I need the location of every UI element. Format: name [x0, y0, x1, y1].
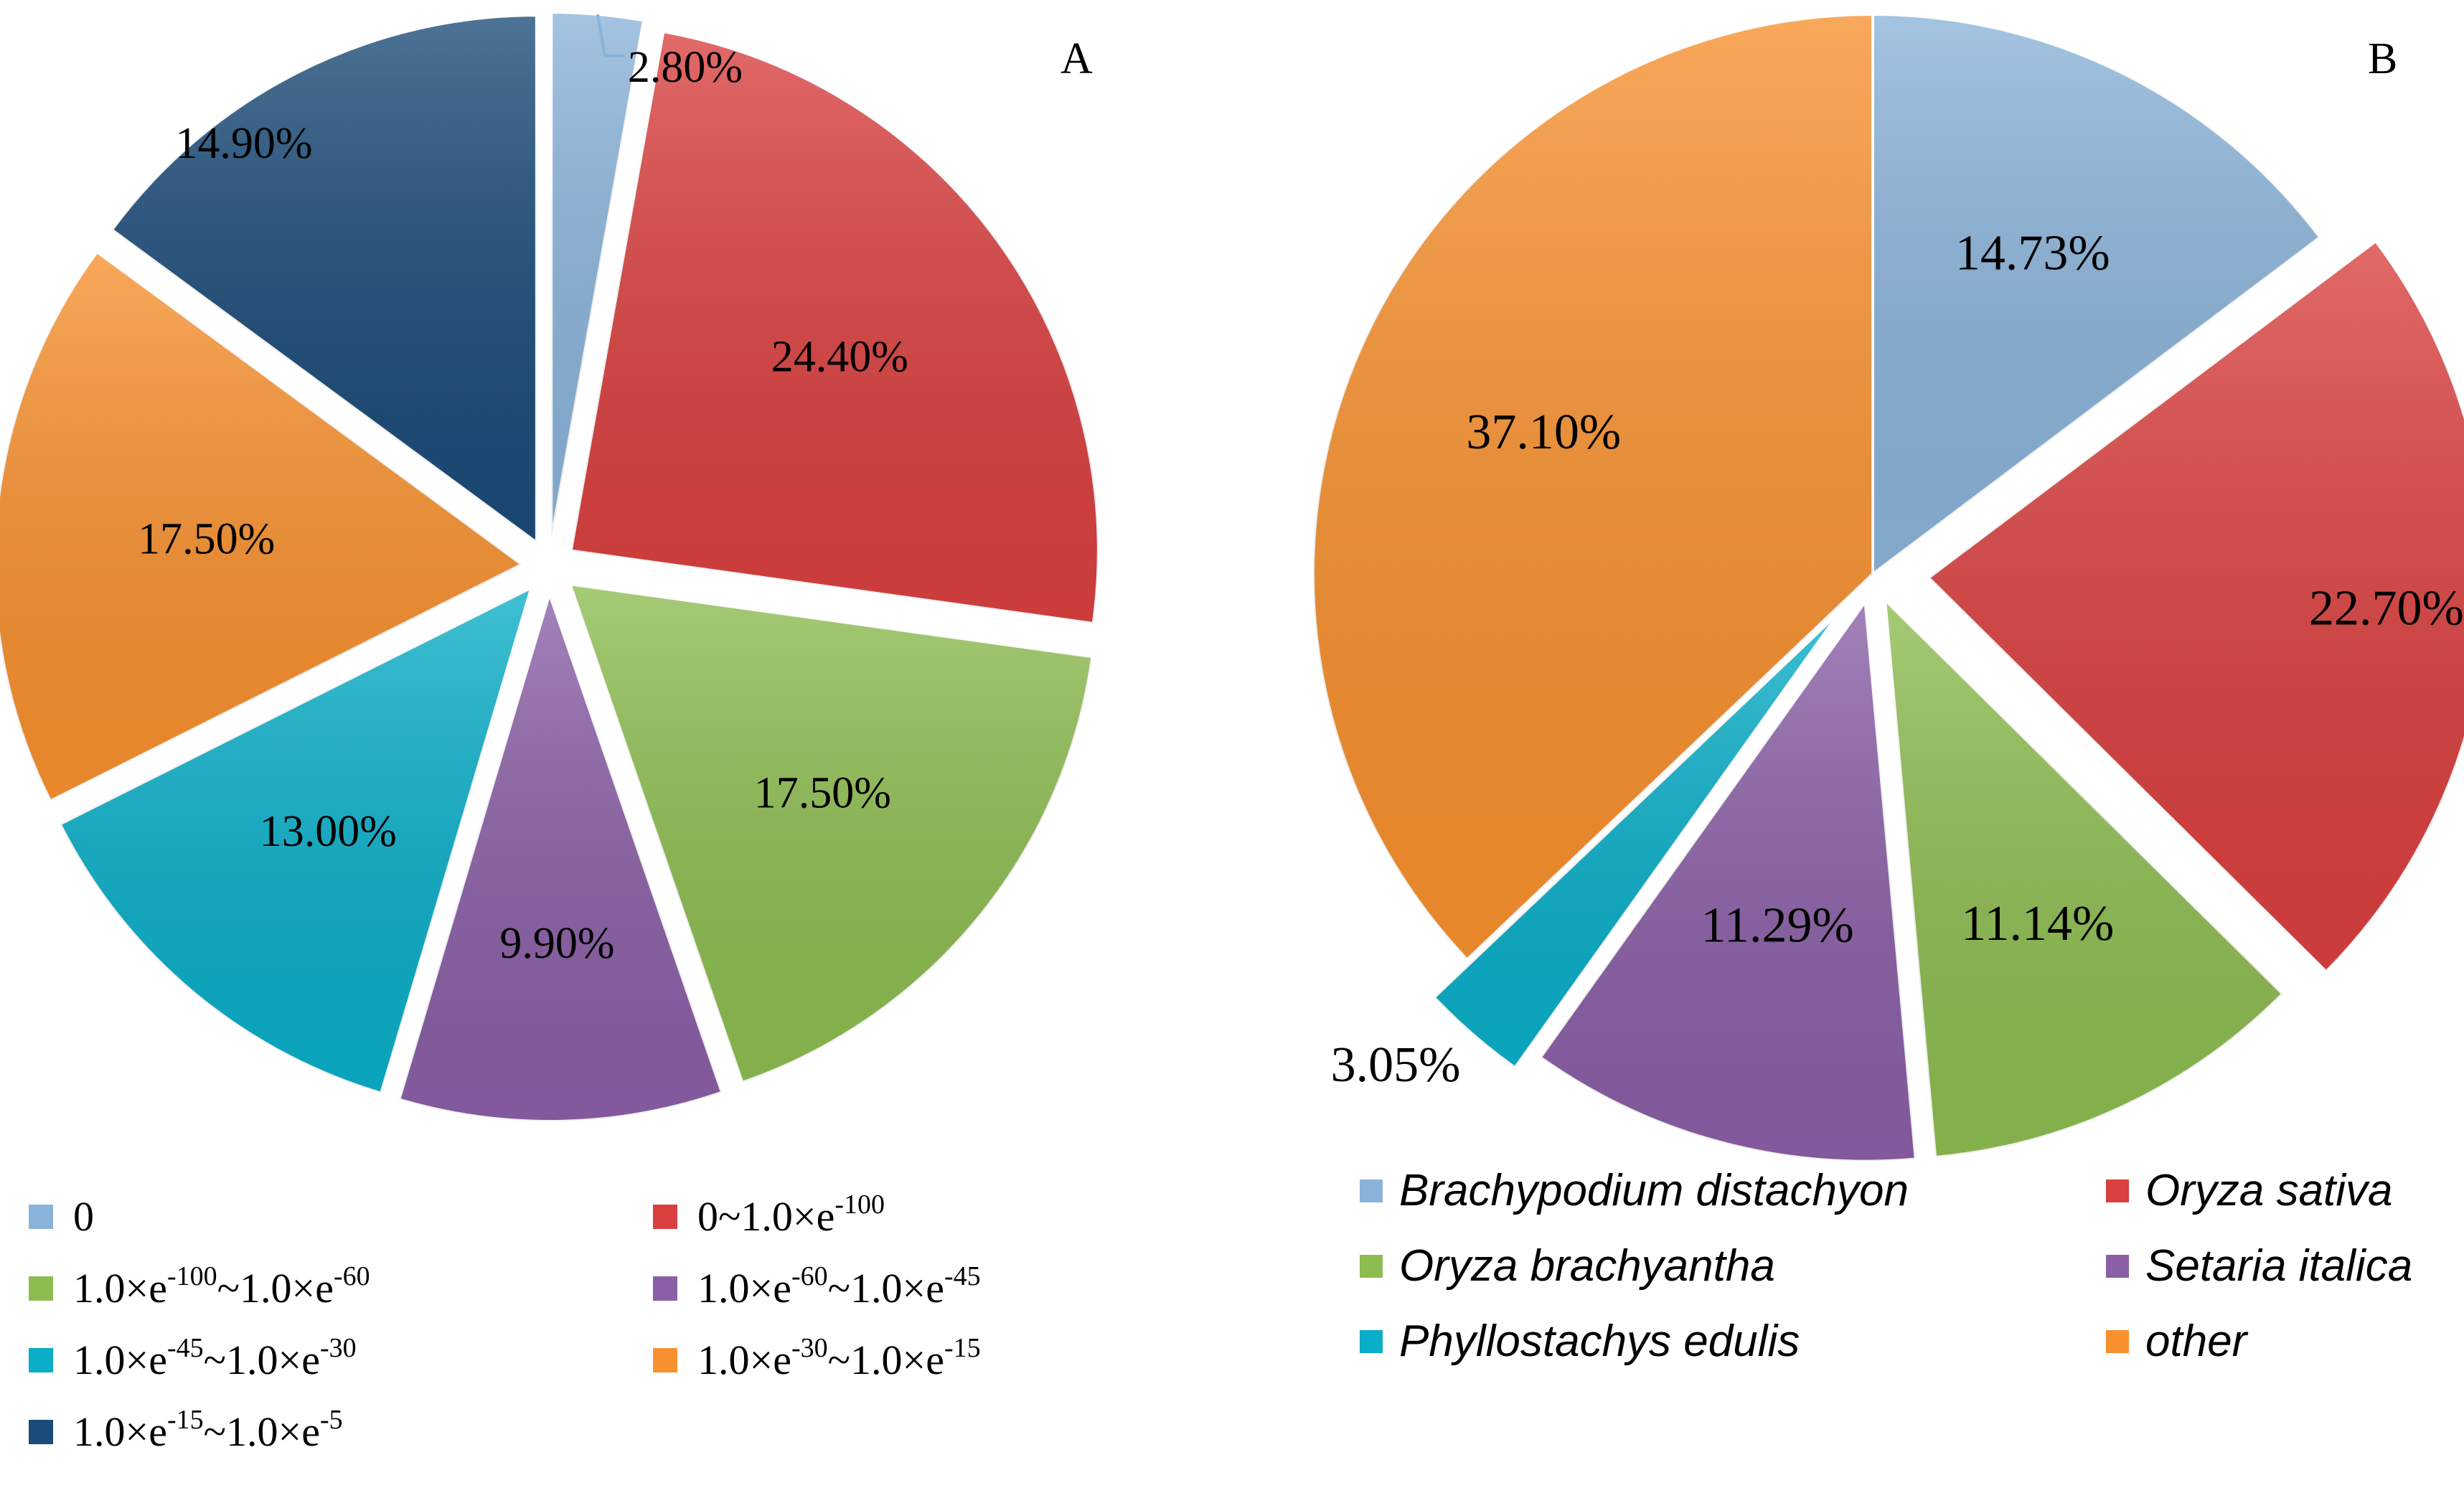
pie-a-label-0: 2.80%: [628, 43, 743, 92]
pie-a-labels: 2.80% 24.40% 17.50% 9.90% 13.00% 17.50% 14.90%: [138, 14, 908, 968]
legend-b-oryza-sativa-swatch: [2106, 1179, 2129, 1202]
legend-b-oryza-brachyantha-text: Oryza brachyantha: [1399, 1241, 1775, 1291]
legend-b-phyllostachys-edulis-text: Phyllostachys edulis: [1399, 1317, 1800, 1366]
legend-a-1-0-e-60-1-0-e-45-swatch: [653, 1276, 677, 1301]
legend-a: 0 0~1.0×e-100 1.0×e-100~1.0×e-60 1.0×e-60~1…: [29, 1190, 981, 1455]
legend-a-0-1-0-e-100-swatch: [653, 1205, 677, 1229]
legend-a-1-0-e-45-1-0-e-30-swatch: [29, 1348, 53, 1372]
legend-a-1-0-e-100-1-0-e-60-swatch: [29, 1276, 53, 1301]
legend-a-1-0-e-15-1-0-e-5-swatch: [29, 1420, 53, 1444]
pie-b-label-setaria-italica: 11.29%: [1701, 898, 1854, 953]
panel-label-a: A: [1061, 34, 1093, 83]
legend-a-0-1-0-e-100-text: 0~1.0×e-100: [697, 1190, 885, 1240]
legend-b-brachypodium-distachyon-text: Brachypodium distachyon: [1399, 1166, 1909, 1215]
pie-chart-b: 14.73% 22.70% 11.14% 11.29% 3.05% 37.10% B Br…: [1312, 12, 2464, 1366]
pie-a-slice-1-0-e-60-1-0-e-45-shade: [399, 593, 723, 1121]
legend-b-oryza-brachyantha-swatch: [1360, 1255, 1383, 1278]
pie-b-slice-setaria-italica-shade: [1540, 601, 1916, 1162]
legend-a-1-0-e-45-1-0-e-30-text: 1.0×e-45~1.0×e-30: [73, 1333, 357, 1383]
pie-b-label-brachypodium-distachyon: 14.73%: [1955, 225, 2110, 281]
legend-b-other-text: other: [2145, 1317, 2249, 1366]
pie-b-label-other: 37.10%: [1466, 405, 1621, 460]
pie-a-slice-1-0-e-30-1-0-e-15-shade: [0, 252, 522, 801]
pie-chart-a: 2.80% 24.40% 17.50% 9.90% 13.00% 17.50% 14.90%…: [0, 11, 1100, 1455]
panel-label-b: B: [2368, 34, 2397, 83]
legend-a-1-0-e-30-1-0-e-15-swatch: [653, 1348, 677, 1372]
pie-b-slice-oryza-sativa-shade: [1928, 241, 2464, 972]
pie-b-slice-other-shade: [1313, 14, 1873, 960]
pie-a-label-1-0-e-45-1-0-e-30: 13.00%: [260, 807, 397, 856]
pie-b-slice-brachypodium-distachyon-shade: [1873, 14, 2320, 574]
pie-b-slices: [1312, 12, 2464, 1163]
legend-a-0-text: 0: [73, 1193, 94, 1240]
pie-a-slices: [0, 11, 1100, 1123]
pie-a-slice-0-1-0-e-100-shade: [570, 32, 1099, 623]
pie-b-slice-oryza-brachyantha-shade: [1885, 600, 2283, 1158]
legend-b-phyllostachys-edulis-swatch: [1360, 1330, 1383, 1353]
legend-b: Brachypodium distachyon Oryza sativa Oryza…: [1360, 1166, 2412, 1366]
pie-b-label-oryza-brachyantha: 11.14%: [1961, 896, 2114, 951]
legend-a-1-0-e-15-1-0-e-5-text: 1.0×e-15~1.0×e-5: [73, 1405, 343, 1455]
pie-a-label-1-0-e-30-1-0-e-15: 17.50%: [138, 514, 275, 563]
pie-a-slice-0-shade: [551, 12, 644, 540]
pie-b-labels: 14.73% 22.70% 11.14% 11.29% 3.05% 37.10%: [1331, 225, 2464, 1093]
legend-b-setaria-italica-swatch: [2106, 1255, 2129, 1278]
legend-a-1-0-e-100-1-0-e-60-text: 1.0×e-100~1.0×e-60: [73, 1261, 370, 1311]
legend-b-setaria-italica-text: Setaria italica: [2145, 1241, 2412, 1291]
pie-a-slice-1-0-e-100-1-0-e-60-shade: [570, 584, 1093, 1083]
pie-a-label-0-1-0-e-100: 24.40%: [771, 332, 908, 381]
pie-b-label-oryza-sativa: 22.70%: [2309, 581, 2464, 636]
pie-a-label-1-0-e-15-1-0-e-5: 14.90%: [175, 119, 312, 168]
legend-b-other-swatch: [2106, 1330, 2129, 1353]
legend-a-1-0-e-60-1-0-e-45-text: 1.0×e-60~1.0×e-45: [697, 1261, 981, 1311]
legend-a-0-swatch: [29, 1205, 53, 1229]
pie-b-label-phyllostachys-edulis: 3.05%: [1331, 1037, 1461, 1093]
legend-a-1-0-e-30-1-0-e-15-text: 1.0×e-30~1.0×e-15: [697, 1333, 981, 1383]
pie-a-label-1-0-e-100-1-0-e-60: 17.50%: [754, 768, 891, 817]
legend-b-brachypodium-distachyon-swatch: [1360, 1179, 1383, 1202]
pie-a-leader-line: [596, 14, 625, 57]
pie-b-slice-phyllostachys-edulis-shade: [1434, 611, 1840, 1068]
pie-a-label-1-0-e-60-1-0-e-45: 9.90%: [499, 919, 614, 968]
pie-a-slice-1-0-e-15-1-0-e-5-shade: [111, 15, 537, 543]
pie-a-slice-1-0-e-45-1-0-e-30-shade: [60, 588, 532, 1093]
legend-b-oryza-sativa-text: Oryza sativa: [2145, 1166, 2393, 1215]
